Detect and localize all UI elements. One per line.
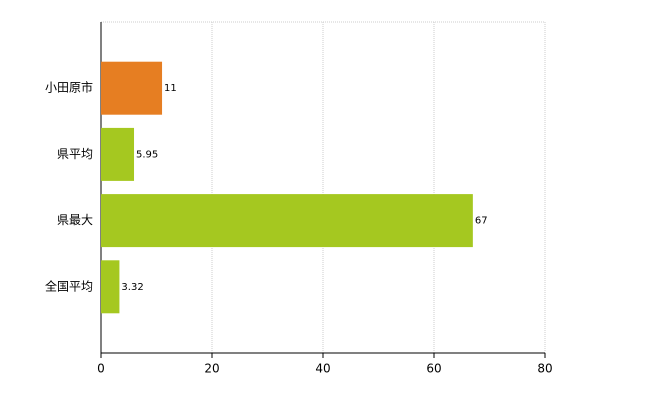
bar <box>101 61 163 115</box>
value-label: 5.95 <box>136 149 158 160</box>
value-label: 3.32 <box>121 282 143 293</box>
x-tick-label: 40 <box>315 362 330 376</box>
x-tick-label: 80 <box>537 362 552 376</box>
value-label: 67 <box>475 216 488 227</box>
bar <box>101 194 473 248</box>
bar <box>101 127 135 181</box>
y-tick-label: 県最大 <box>57 213 93 227</box>
x-tick-label: 0 <box>97 362 105 376</box>
x-tick-label: 60 <box>426 362 441 376</box>
y-tick-label: 小田原市 <box>45 80 93 95</box>
y-tick-label: 全国平均 <box>45 278 93 293</box>
x-tick-label: 20 <box>204 362 219 376</box>
value-label: 11 <box>164 83 177 94</box>
y-tick-label: 県平均 <box>57 147 93 161</box>
bar <box>101 260 120 314</box>
